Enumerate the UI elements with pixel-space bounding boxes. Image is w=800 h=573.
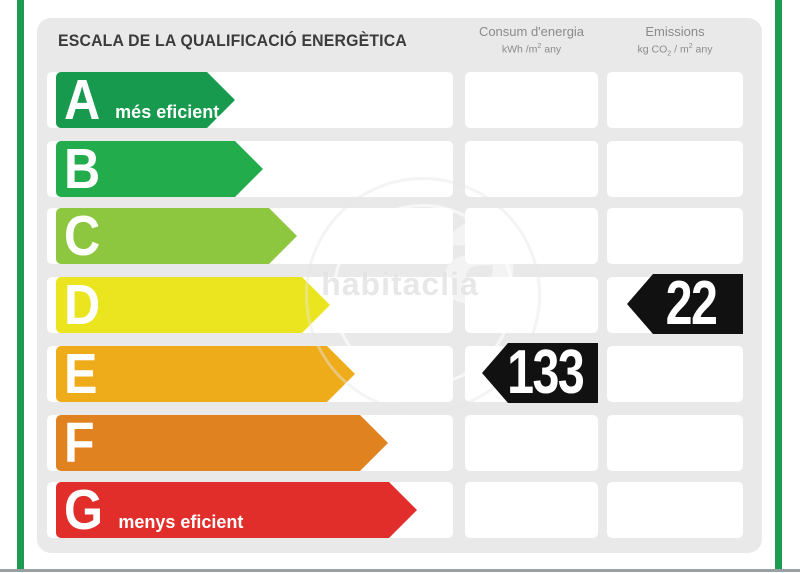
rating-letter: G [64, 478, 104, 542]
rating-arrow-g: G menys eficient [56, 482, 417, 538]
consum-column-header: Consum d'energia kWh /m2 any [465, 23, 598, 57]
rating-row-f: F [37, 415, 762, 471]
efficiency-label-most: més eficient [115, 102, 220, 122]
left-accent-stripe [17, 0, 24, 569]
rating-row-b: B [37, 141, 762, 197]
emissions-header-unit: kg CO2 / m2 any [637, 43, 713, 58]
consum-cell [465, 72, 598, 128]
rating-panel: ESCALA DE LA QUALIFICACIÓ ENERGÈTICA Con… [37, 18, 762, 553]
rating-arrow-e: E [56, 346, 355, 402]
consum-value: 133 [507, 338, 585, 407]
rating-arrow-b: B [56, 141, 263, 197]
rating-letter: B [64, 137, 101, 201]
emissions-header-line1: Emissions [645, 24, 705, 39]
emissions-column-header: Emissions kg CO2 / m2 any [607, 23, 743, 62]
panel-title: ESCALA DE LA QUALIFICACIÓ ENERGÈTICA [58, 31, 407, 50]
consum-cell [465, 415, 598, 471]
emissions-cell [607, 415, 743, 471]
consum-cell [465, 141, 598, 197]
rating-letter: C [64, 204, 101, 268]
emissions-cell [607, 482, 743, 538]
emissions-value-badge: 22 [627, 274, 743, 334]
rating-arrow-c: C [56, 208, 297, 264]
emissions-cell [607, 208, 743, 264]
rating-arrow-a: A més eficient [56, 72, 235, 128]
consum-header-unit: kWh /m2 any [501, 43, 562, 56]
rating-row-g: G menys eficient [37, 482, 762, 538]
rating-row-a: A més eficient [37, 72, 762, 128]
bottom-divider-line [0, 569, 800, 572]
rating-row-e: E [37, 346, 762, 402]
rating-letter: E [64, 342, 98, 406]
consum-header-line1: Consum d'energia [478, 24, 585, 39]
emissions-cell [607, 141, 743, 197]
consum-cell [465, 277, 598, 333]
right-accent-stripe [775, 0, 782, 569]
rating-letter: A [64, 68, 101, 132]
emissions-value: 22 [665, 269, 717, 338]
rating-row-c: C [37, 208, 762, 264]
consum-cell [465, 482, 598, 538]
emissions-cell [607, 72, 743, 128]
consum-value-badge: 133 [482, 343, 598, 403]
rating-arrow-d: D [56, 277, 330, 333]
efficiency-label-least: menys eficient [118, 512, 244, 532]
rating-letter: D [64, 273, 101, 337]
rating-letter: F [64, 411, 95, 475]
emissions-cell [607, 346, 743, 402]
rating-arrow-f: F [56, 415, 388, 471]
consum-cell [465, 208, 598, 264]
